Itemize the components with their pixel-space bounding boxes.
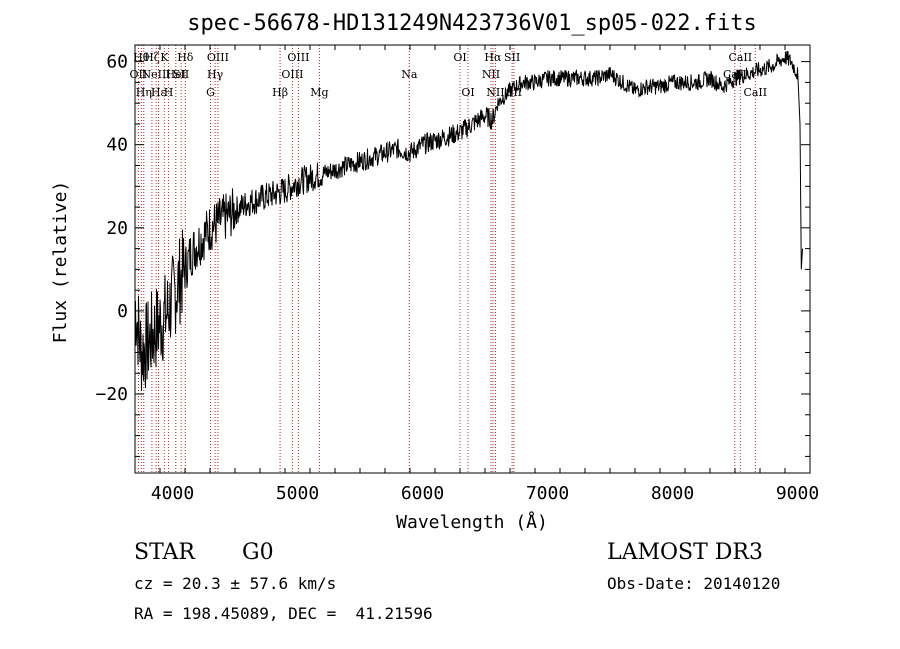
spectral-line-label-22: Hα	[484, 51, 502, 64]
y-tick-label: 20	[106, 218, 128, 239]
spectral-line-label-17: Mg	[310, 86, 328, 99]
spectral-line-label-0: OII	[130, 68, 148, 81]
spectral-line-label-16: OIII	[287, 51, 309, 64]
x-axis-label: Wavelength (Å)	[396, 511, 548, 533]
spectral-line-label-14: Hβ	[272, 86, 288, 99]
spectral-line-label-21: NII	[482, 68, 500, 81]
spectral-line-label-25: SII	[506, 86, 522, 99]
spectrum-line-series	[134, 51, 803, 391]
spectral-line-label-26: CaII	[723, 68, 747, 81]
x-tick-label: 4000	[151, 483, 194, 504]
x-tick-label: 6000	[401, 483, 444, 504]
spectral-line-label-23: NII	[486, 86, 504, 99]
spectral-line-label-12: Hγ	[207, 68, 224, 81]
spectral-line-label-4: NeIII	[142, 68, 171, 81]
spectral-line-label-27: CaII	[728, 51, 752, 64]
spectral-line-markers	[137, 45, 756, 473]
spectral-line-label-15: OIII	[281, 68, 303, 81]
x-tick-label: 9000	[776, 483, 819, 504]
y-tick-label: 0	[117, 301, 128, 322]
spectral-line-label-19: OI	[453, 51, 466, 64]
spectral-line-label-28: CaII	[743, 86, 767, 99]
spectral-line-label-2: Hη	[136, 86, 152, 99]
chart-title: spec-56678-HD131249N423736V01_sp05-022.f…	[187, 11, 757, 36]
y-tick-label: 40	[106, 135, 128, 156]
spectral-line-label-10: Hδ	[177, 51, 194, 64]
spectral-subclass: G0	[242, 540, 274, 565]
spectral-line-label-5: Hε	[151, 86, 167, 99]
spectral-line-label-11: G	[206, 86, 215, 99]
y-tick-label: 60	[106, 52, 128, 73]
spectral-line-label-9: SII	[173, 68, 189, 81]
spectral-line-label-13: OIII	[207, 51, 229, 64]
y-axis-label: Flux (relative)	[50, 181, 71, 344]
plot-frame	[134, 44, 811, 474]
spectral-line-label-24: SII	[504, 51, 520, 64]
observation-date: Obs-Date: 20140120	[607, 574, 781, 593]
redshift-velocity: cz = 20.3 ± 57.6 km/s	[134, 574, 337, 593]
spectral-line-labels: OIIHθHηHζNeIIIHεKHHeISIIHδGHγOIIIHβOIIIO…	[130, 51, 768, 99]
x-tick-label: 5000	[276, 483, 319, 504]
spectral-line-label-20: OI	[461, 86, 474, 99]
x-tick-label: 7000	[526, 483, 569, 504]
survey-name: LAMOST DR3	[607, 540, 763, 565]
object-type: STAR	[134, 540, 195, 565]
spectral-line-label-6: K	[160, 51, 169, 64]
spectral-line-label-3: Hζ	[144, 51, 160, 64]
ra-dec-coordinates: RA = 198.45089, DEC = 41.21596	[134, 604, 433, 623]
spectral-line-label-1: Hθ	[133, 51, 150, 64]
spectral-line-label-18: Na	[401, 68, 418, 81]
y-tick-label: −20	[95, 384, 128, 405]
spectral-line-label-8: HeI	[166, 68, 186, 81]
axis-ticks: 4000 5000 6000 7000 8000 9000 −20 0 20 40 60	[95, 45, 819, 504]
spectral-line-label-7: H	[164, 86, 174, 99]
x-tick-label: 8000	[651, 483, 694, 504]
